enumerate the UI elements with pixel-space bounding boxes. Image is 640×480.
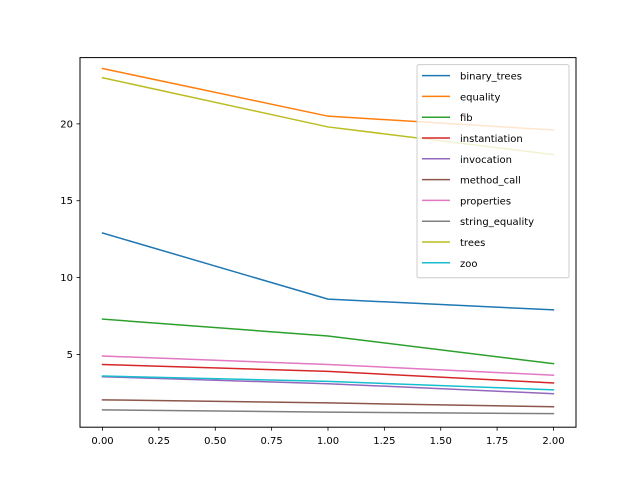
y-tick-label: 5 — [67, 350, 73, 361]
legend-label-invocation: invocation — [460, 155, 512, 166]
legend-box — [416, 64, 570, 279]
legend-label-equality: equality — [460, 92, 500, 103]
x-tick-label: 0.50 — [204, 436, 226, 447]
x-tick-label: 0.25 — [148, 436, 170, 447]
x-tick-label: 0.00 — [91, 436, 113, 447]
legend-label-binary-trees: binary_trees — [460, 72, 522, 83]
x-tick-label: 1.50 — [430, 436, 452, 447]
y-axis: 5 10 15 20 — [60, 119, 80, 361]
y-tick-label: 20 — [60, 119, 73, 130]
series-line-invocation — [101, 375, 555, 395]
x-tick-label: 1.75 — [486, 436, 508, 447]
y-tick-label: 15 — [60, 196, 73, 207]
series-line-string-equality — [101, 409, 555, 415]
legend-label-properties: properties — [460, 196, 511, 207]
series-lines — [101, 67, 555, 415]
x-tick-label: 1.00 — [317, 436, 339, 447]
series-line-fib — [101, 318, 555, 365]
series-line-zoo — [101, 375, 555, 391]
series-line-properties — [101, 355, 555, 377]
series-line-method-call — [101, 399, 555, 408]
x-tick-label: 1.25 — [373, 436, 395, 447]
series-line-instantiation — [101, 363, 555, 384]
legend: binary_trees equality fib instantiation invo… — [416, 64, 570, 279]
x-tick-label: 0.75 — [261, 436, 283, 447]
series-line-binary-trees — [101, 232, 555, 311]
legend-label-string-equality: string_equality — [460, 217, 534, 228]
legend-label-method-call: method_call — [460, 176, 521, 187]
legend-label-zoo: zoo — [460, 259, 478, 270]
y-tick-label: 10 — [60, 273, 73, 284]
legend-label-fib: fib — [460, 113, 473, 124]
legend-label-instantiation: instantiation — [460, 134, 523, 145]
legend-label-trees: trees — [460, 238, 485, 249]
x-axis: 0.00 0.25 0.50 0.75 1.00 1.25 1.50 1.75 2.00 — [91, 427, 565, 447]
x-tick-label: 2.00 — [542, 436, 564, 447]
